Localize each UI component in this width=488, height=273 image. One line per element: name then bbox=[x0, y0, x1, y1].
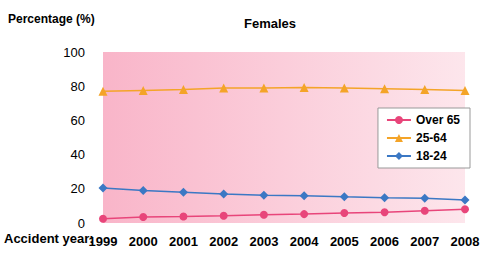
svg-text:60: 60 bbox=[71, 113, 85, 128]
svg-text:2003: 2003 bbox=[249, 234, 278, 249]
svg-text:100: 100 bbox=[63, 45, 85, 60]
svg-text:2002: 2002 bbox=[209, 234, 238, 249]
svg-text:Over 65: Over 65 bbox=[416, 113, 460, 127]
svg-text:18-24: 18-24 bbox=[416, 149, 447, 163]
svg-text:Percentage (%): Percentage (%) bbox=[8, 12, 95, 26]
svg-text:2000: 2000 bbox=[129, 234, 158, 249]
svg-text:1999: 1999 bbox=[89, 234, 118, 249]
svg-text:2004: 2004 bbox=[290, 234, 320, 249]
svg-text:40: 40 bbox=[71, 147, 85, 162]
svg-text:2006: 2006 bbox=[370, 234, 399, 249]
svg-text:2005: 2005 bbox=[330, 234, 359, 249]
svg-text:2001: 2001 bbox=[169, 234, 198, 249]
svg-text:25-64: 25-64 bbox=[416, 131, 447, 145]
svg-text:2007: 2007 bbox=[410, 234, 439, 249]
svg-text:2008: 2008 bbox=[451, 234, 480, 249]
svg-text:0: 0 bbox=[78, 216, 85, 231]
svg-text:20: 20 bbox=[71, 181, 85, 196]
svg-text:Females: Females bbox=[244, 16, 296, 31]
svg-text:80: 80 bbox=[71, 79, 85, 94]
svg-text:Accident year:: Accident year: bbox=[4, 231, 94, 246]
